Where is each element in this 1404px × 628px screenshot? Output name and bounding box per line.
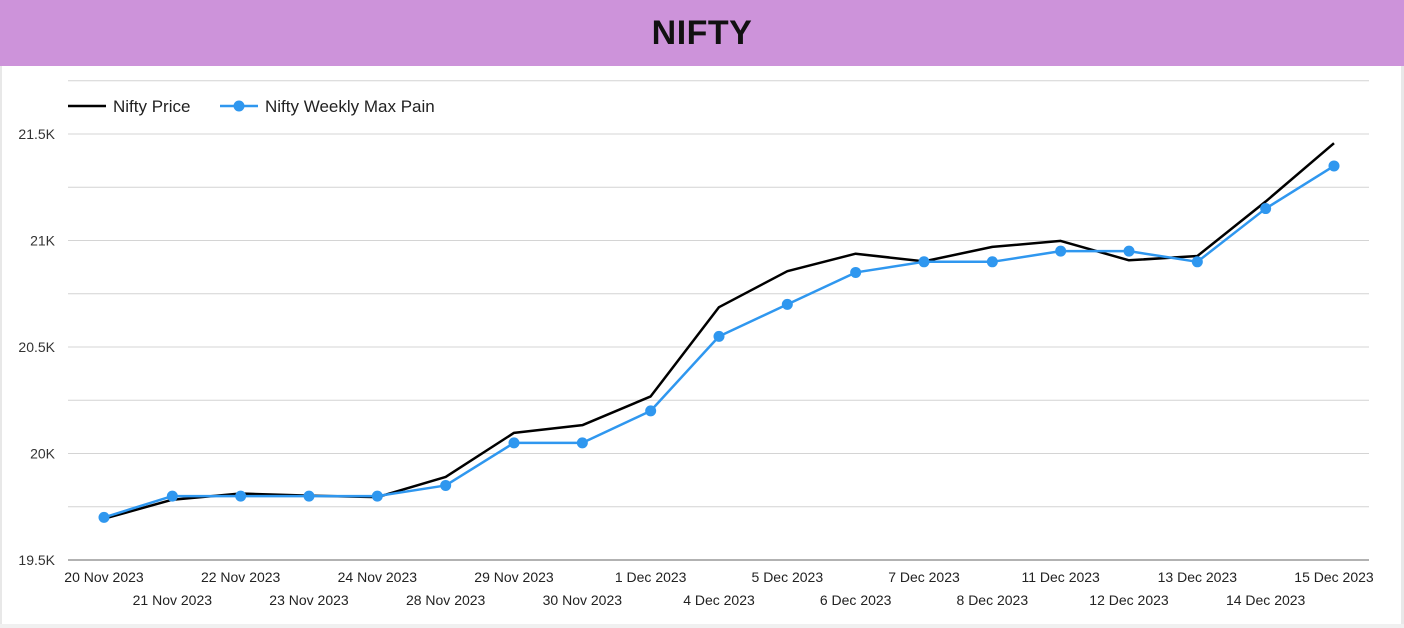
- x-tick-label: 24 Nov 2023: [338, 569, 418, 585]
- data-point-max-pain: [850, 266, 862, 278]
- x-tick-label: 8 Dec 2023: [957, 592, 1029, 608]
- data-point-max-pain: [1123, 245, 1135, 257]
- x-tick-label: 21 Nov 2023: [133, 592, 213, 608]
- x-tick-label: 5 Dec 2023: [752, 569, 824, 585]
- chart-title: NIFTY: [651, 13, 753, 52]
- data-point-max-pain: [713, 330, 725, 342]
- x-tick-label: 4 Dec 2023: [683, 592, 755, 608]
- data-point-max-pain: [166, 490, 178, 502]
- x-tick-label: 29 Nov 2023: [474, 569, 554, 585]
- data-point-max-pain: [781, 298, 793, 310]
- x-tick-label: 12 Dec 2023: [1089, 592, 1169, 608]
- data-point-max-pain: [1260, 203, 1272, 215]
- chart-header: NIFTY: [0, 0, 1404, 66]
- data-point-max-pain: [235, 490, 247, 502]
- data-point-max-pain: [508, 437, 520, 449]
- data-point-max-pain: [986, 256, 998, 268]
- data-point-max-pain: [440, 479, 452, 491]
- x-tick-label: 7 Dec 2023: [888, 569, 960, 585]
- legend-marker-max-pain: [233, 100, 245, 112]
- legend-label-max-pain: Nifty Weekly Max Pain: [265, 97, 435, 116]
- frame-border-left: [0, 66, 2, 628]
- data-point-max-pain: [371, 490, 383, 502]
- data-point-max-pain: [1055, 245, 1067, 257]
- line-chart: 19.5K 20K 20.5K 21K 21.5K 20 Nov 2023 21 Nov 2…: [18, 80, 1374, 608]
- legend-label-nifty-price: Nifty Price: [113, 97, 190, 116]
- data-point-max-pain: [918, 256, 930, 268]
- data-point-max-pain: [98, 511, 110, 523]
- x-tick-label: 1 Dec 2023: [615, 569, 687, 585]
- frame-border-bottom: [0, 624, 1404, 628]
- data-point-max-pain: [576, 437, 588, 449]
- x-tick-label: 23 Nov 2023: [269, 592, 349, 608]
- y-tick-label: 19.5K: [18, 552, 55, 568]
- data-point-max-pain: [1191, 256, 1203, 268]
- data-point-max-pain: [645, 405, 657, 417]
- y-tick-label: 21K: [30, 233, 56, 249]
- x-tick-label: 15 Dec 2023: [1294, 569, 1374, 585]
- frame-border-right: [1401, 66, 1404, 628]
- x-tick-label: 14 Dec 2023: [1226, 592, 1306, 608]
- y-tick-label: 21.5K: [18, 126, 55, 142]
- x-tick-label: 20 Nov 2023: [64, 569, 144, 585]
- x-tick-label: 30 Nov 2023: [543, 592, 623, 608]
- x-tick-label: 28 Nov 2023: [406, 592, 486, 608]
- x-tick-label: 11 Dec 2023: [1021, 569, 1100, 585]
- x-tick-label: 22 Nov 2023: [201, 569, 281, 585]
- x-tick-label: 6 Dec 2023: [820, 592, 892, 608]
- data-point-max-pain: [303, 490, 315, 502]
- y-tick-label: 20K: [30, 446, 56, 462]
- data-point-max-pain: [1328, 160, 1340, 172]
- y-tick-label: 20.5K: [18, 339, 55, 355]
- x-tick-label: 13 Dec 2023: [1158, 569, 1238, 585]
